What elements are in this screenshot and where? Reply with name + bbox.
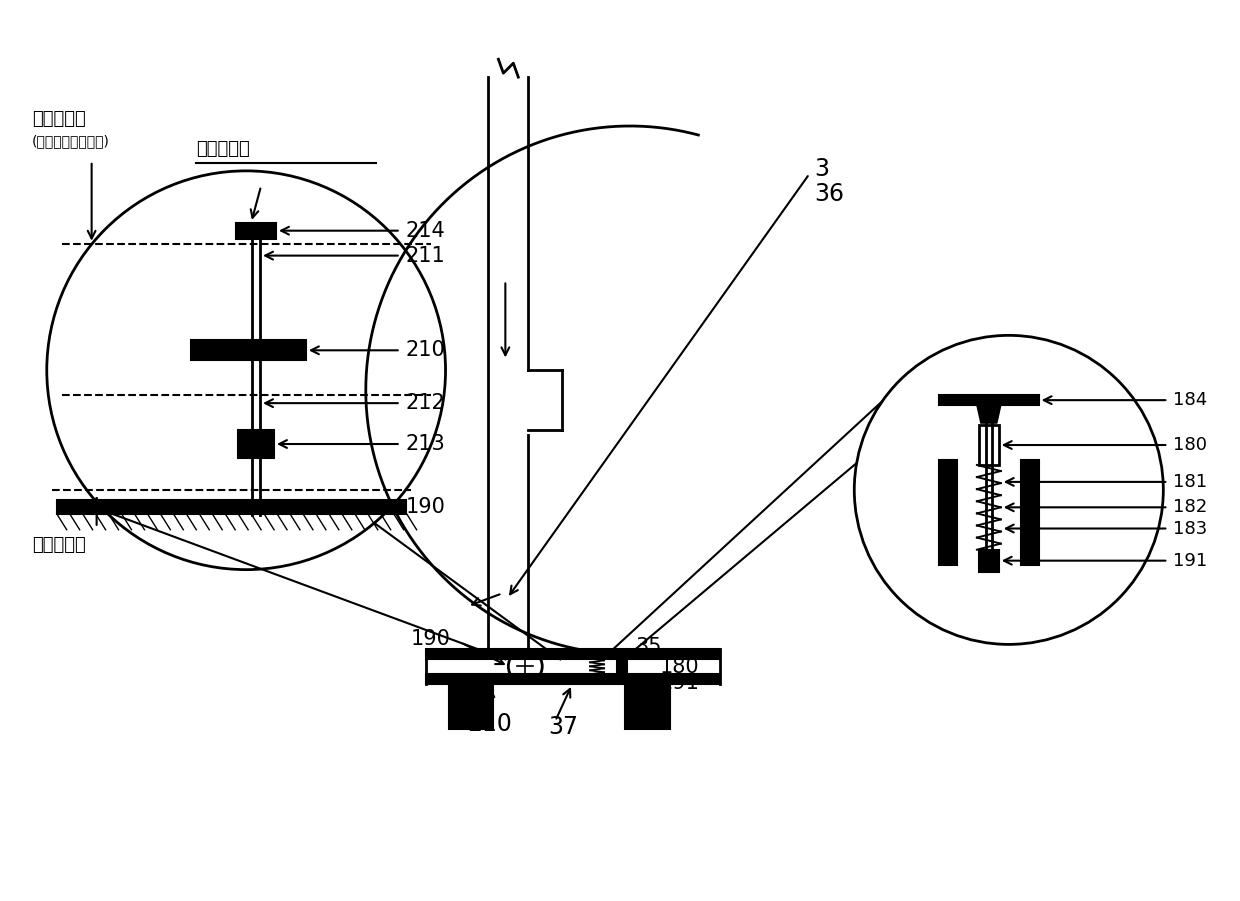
Bar <box>978 550 999 571</box>
Text: 最高液位线: 最高液位线 <box>196 140 250 158</box>
Polygon shape <box>977 405 1001 423</box>
Bar <box>57 500 405 514</box>
Text: 181: 181 <box>1173 473 1208 491</box>
Bar <box>939 396 1039 405</box>
Text: 183: 183 <box>1173 520 1208 538</box>
Text: 213: 213 <box>405 434 445 454</box>
Text: 210: 210 <box>467 712 512 736</box>
Bar <box>1021 460 1039 565</box>
Text: 180: 180 <box>1173 436 1208 454</box>
Text: 最低液位线: 最低液位线 <box>32 536 86 554</box>
Text: 191: 191 <box>1173 551 1208 569</box>
Bar <box>625 684 670 729</box>
Bar <box>939 460 957 565</box>
Bar <box>978 425 999 465</box>
Text: 184: 184 <box>1173 391 1208 409</box>
Bar <box>425 674 719 684</box>
Text: 191: 191 <box>660 673 699 693</box>
Text: 211: 211 <box>405 246 445 266</box>
Text: 3: 3 <box>815 157 830 181</box>
Text: 190: 190 <box>405 496 445 517</box>
Text: 180: 180 <box>660 658 699 678</box>
Text: (或缺液自动保护线): (或缺液自动保护线) <box>32 134 109 148</box>
Text: 36: 36 <box>815 182 844 205</box>
Text: 35: 35 <box>635 637 661 658</box>
Text: 182: 182 <box>1173 498 1208 516</box>
Text: 210: 210 <box>405 341 445 360</box>
Bar <box>236 223 277 239</box>
Text: 190: 190 <box>410 630 450 650</box>
Bar <box>425 650 719 660</box>
Text: 214: 214 <box>405 221 445 241</box>
Bar <box>191 341 306 360</box>
Bar <box>449 684 494 729</box>
Text: 工作液位线: 工作液位线 <box>32 110 86 128</box>
Bar <box>238 430 274 458</box>
Text: 37: 37 <box>548 715 578 739</box>
Text: 212: 212 <box>405 393 445 414</box>
Bar <box>618 651 627 679</box>
